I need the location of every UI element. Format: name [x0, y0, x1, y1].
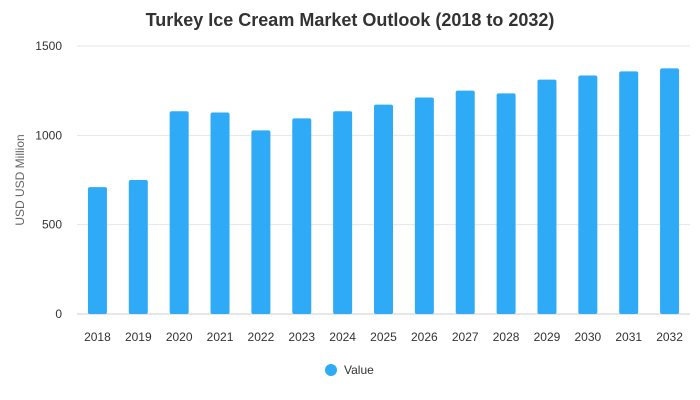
x-axis-ticks: 2018 2019 2020 2021 2022 2023 2024 2025 2026 2027… [84, 330, 683, 344]
x-tick-label-2021: 2021 [207, 330, 234, 344]
legend-marker-value[interactable] [325, 364, 337, 376]
x-tick-label-2023: 2023 [288, 330, 315, 344]
x-tick-label-2024: 2024 [329, 330, 356, 344]
x-tick-label-2020: 2020 [166, 330, 193, 344]
bar-2019[interactable] [128, 180, 148, 314]
bar-2032[interactable] [660, 68, 680, 314]
bars [87, 68, 680, 315]
y-tick-label-1500: 1500 [35, 39, 62, 53]
y-tick-label-500: 500 [42, 218, 62, 232]
x-tick-label-2019: 2019 [125, 330, 152, 344]
bar-2020[interactable] [169, 111, 189, 314]
bar-2023[interactable] [292, 118, 312, 314]
bar-2027[interactable] [455, 90, 475, 315]
legend-label-value[interactable]: Value [344, 363, 374, 377]
y-tick-label-0: 0 [55, 307, 62, 321]
x-tick-label-2027: 2027 [452, 330, 479, 344]
x-tick-label-2025: 2025 [370, 330, 397, 344]
x-tick-label-2032: 2032 [656, 330, 683, 344]
y-tick-label-1000: 1000 [35, 128, 62, 142]
bar-2024[interactable] [333, 111, 353, 314]
bar-2022[interactable] [251, 130, 271, 314]
bar-2026[interactable] [414, 97, 434, 315]
x-tick-label-2028: 2028 [493, 330, 520, 344]
x-tick-label-2031: 2031 [615, 330, 642, 344]
x-tick-label-2018: 2018 [84, 330, 111, 344]
bar-2021[interactable] [210, 112, 230, 315]
x-tick-label-2030: 2030 [574, 330, 601, 344]
x-tick-label-2026: 2026 [411, 330, 438, 344]
y-axis-title: USD USD Million [13, 134, 27, 225]
bar-2031[interactable] [619, 71, 639, 314]
y-axis-ticks: 0 500 1000 1500 [35, 39, 62, 321]
bar-2028[interactable] [496, 93, 516, 314]
x-tick-label-2029: 2029 [534, 330, 561, 344]
bar-2025[interactable] [374, 104, 393, 315]
bar-2029[interactable] [537, 79, 557, 315]
bar-2030[interactable] [578, 75, 598, 314]
bar-2018[interactable] [87, 187, 107, 314]
x-tick-label-2022: 2022 [248, 330, 275, 344]
legend[interactable]: Value [325, 363, 374, 377]
chart-title: Turkey Ice Cream Market Outlook (2018 to… [146, 10, 555, 30]
